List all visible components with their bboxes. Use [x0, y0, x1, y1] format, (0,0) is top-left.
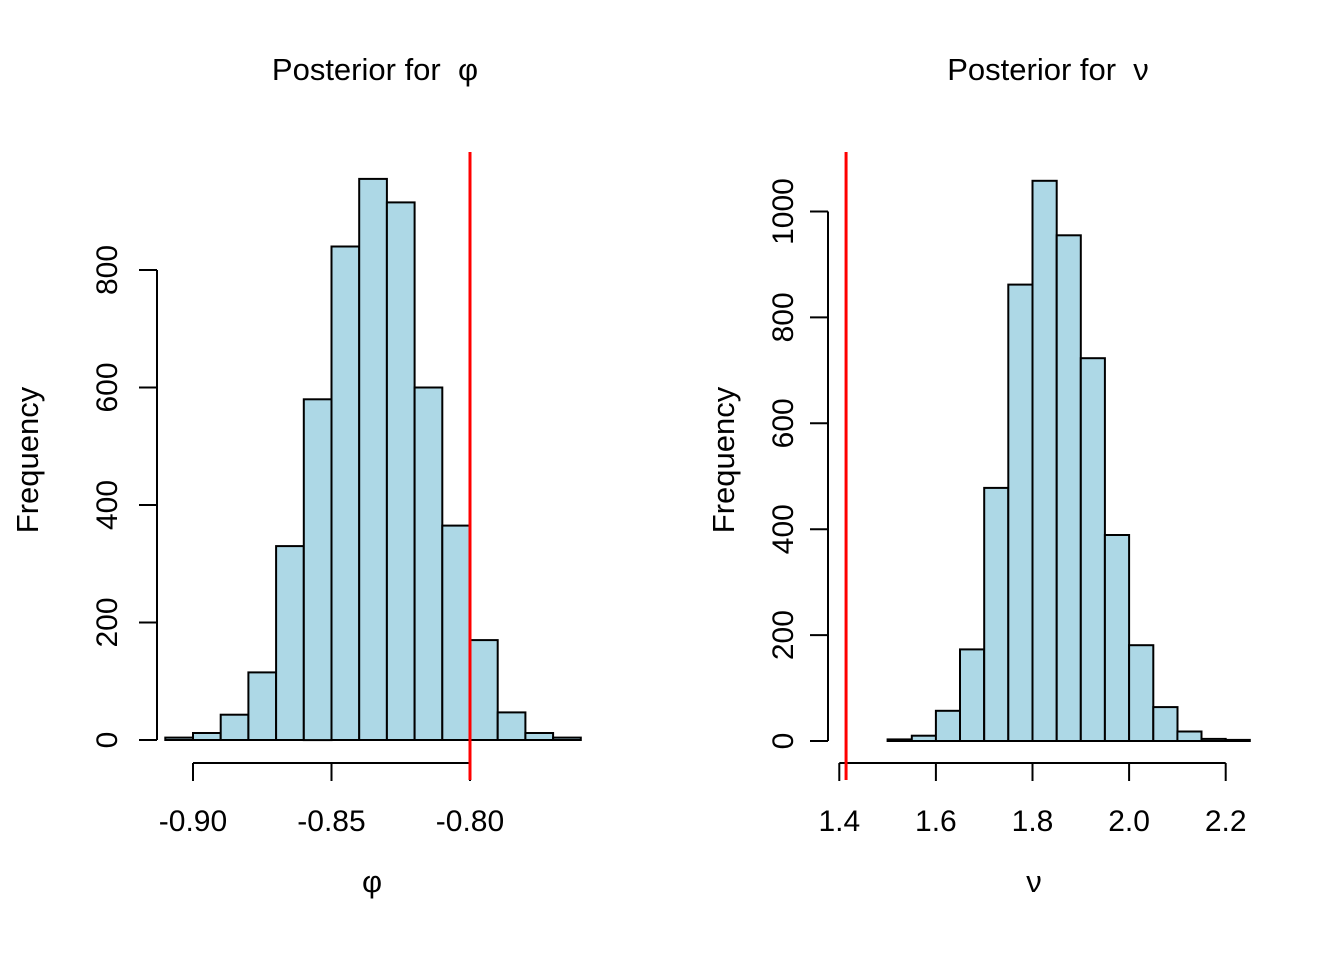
histogram-bar — [1152, 706, 1179, 742]
histogram-bar — [302, 398, 333, 742]
x-tick-label: 2.0 — [1108, 805, 1150, 838]
histogram-bar — [1079, 357, 1106, 742]
histogram-bar — [413, 386, 444, 741]
y-axis: 0 200 400 600 800 — [91, 245, 158, 749]
histogram-bar — [385, 201, 416, 741]
histogram-bar — [469, 639, 499, 741]
y-axis: 0 200 400 600 800 1000 — [767, 178, 829, 750]
y-tick-label: 1000 — [767, 178, 800, 245]
x-tick-label: -0.90 — [159, 805, 227, 838]
y-tick-label: 200 — [767, 610, 800, 660]
y-tick-label: 400 — [91, 480, 124, 530]
y-axis-label: Frequency — [706, 386, 741, 533]
x-axis-label: ν — [1026, 864, 1042, 899]
histogram-bar — [552, 736, 582, 741]
histogram-bar — [1176, 730, 1203, 742]
histogram-bar — [1224, 738, 1251, 743]
histogram-bar — [247, 671, 278, 742]
histogram-bar — [910, 734, 937, 743]
histogram-bar — [1007, 283, 1034, 742]
histogram-bar — [1055, 234, 1082, 743]
x-tick-label: 2.2 — [1205, 805, 1247, 838]
histogram-bars — [886, 179, 1251, 743]
histogram-bar — [358, 177, 388, 741]
y-tick-label: 0 — [91, 732, 124, 749]
x-axis-label: φ — [362, 864, 382, 899]
y-tick-label: 400 — [767, 504, 800, 554]
y-tick-label: 0 — [767, 733, 800, 750]
y-tick-label: 200 — [91, 597, 124, 647]
plot-title: Posterior for ν — [947, 52, 1149, 87]
x-axis: -0.90 -0.85 -0.80 — [159, 762, 504, 838]
histogram-plot-phi: 0 200 400 600 800 -0.90 -0.85 -0.80 Posterior fo… — [10, 52, 582, 899]
x-tick-label: 1.8 — [1012, 805, 1054, 838]
histogram-bar — [164, 736, 195, 741]
histogram-bar — [934, 709, 962, 742]
histogram-bar — [1200, 737, 1227, 743]
histogram-bar — [886, 738, 913, 743]
x-tick-label: -0.85 — [297, 805, 365, 838]
plot-title: Posterior for φ — [272, 52, 478, 87]
y-tick-label: 800 — [767, 292, 800, 342]
histogram-bar — [983, 486, 1010, 742]
y-tick-label: 600 — [91, 362, 124, 412]
y-tick-label: 600 — [767, 398, 800, 448]
x-tick-label: 1.4 — [818, 805, 860, 838]
histogram-bar — [275, 545, 305, 741]
histogram-bar — [330, 245, 361, 741]
histogram-bar — [524, 732, 555, 741]
histogram-plot-nu: 0 200 400 600 800 1000 1.4 1.6 1.8 2.0 2.2 Posterio… — [706, 52, 1251, 899]
x-tick-label: 1.6 — [915, 805, 957, 838]
histogram-bar — [441, 524, 471, 741]
histogram-bar — [1103, 534, 1131, 742]
y-tick-label: 800 — [91, 245, 124, 295]
histogram-bar — [496, 711, 527, 742]
x-tick-label: -0.80 — [436, 805, 504, 838]
histogram-bars — [164, 177, 582, 742]
histogram-bar — [1031, 179, 1058, 743]
histogram-bar — [1128, 644, 1155, 743]
x-axis: 1.4 1.6 1.8 2.0 2.2 — [818, 762, 1247, 838]
histogram-bar — [219, 713, 250, 742]
histogram-bar — [192, 732, 222, 741]
histogram-bar — [959, 648, 986, 743]
y-axis-label: Frequency — [10, 386, 45, 533]
